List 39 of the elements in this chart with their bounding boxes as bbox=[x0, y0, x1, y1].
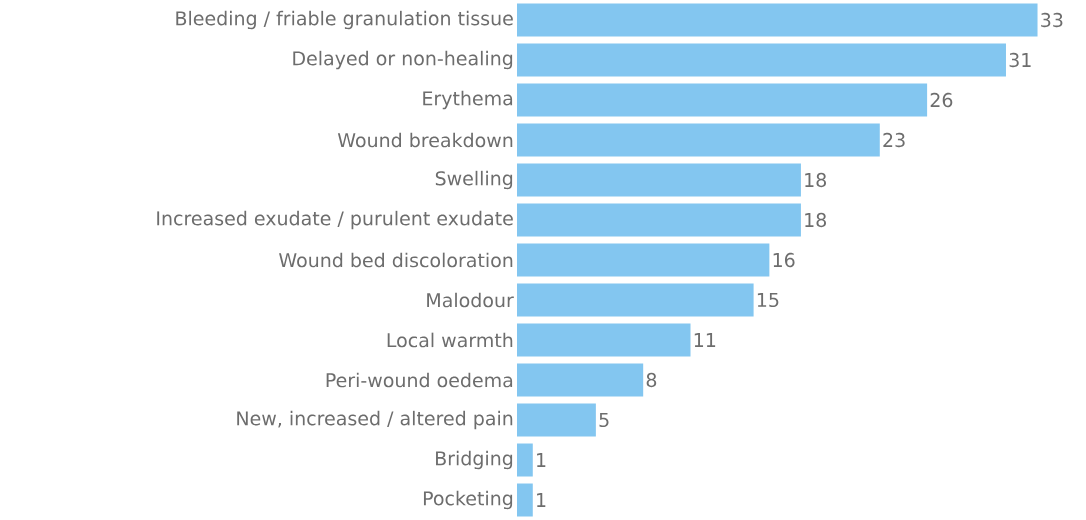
bar bbox=[517, 243, 770, 277]
bar bbox=[517, 203, 801, 237]
bar bbox=[517, 363, 644, 397]
data-label: 18 bbox=[805, 172, 826, 188]
y-tick-label: New, increased / altered pain bbox=[237, 410, 513, 430]
bar bbox=[517, 283, 754, 317]
data-label: 11 bbox=[694, 333, 716, 347]
y-tick-label: Wound bed discoloration bbox=[279, 252, 513, 268]
y-tick-label: Wound breakdown bbox=[337, 132, 513, 148]
y-tick-label: Bridging bbox=[436, 450, 513, 470]
bar bbox=[517, 403, 596, 437]
y-tick-label: Bleeding / friable granulation tissue bbox=[176, 10, 513, 30]
bar bbox=[517, 163, 801, 197]
y-tick-label: Swelling bbox=[435, 170, 513, 190]
data-label: 1 bbox=[537, 493, 546, 507]
data-label: 1 bbox=[537, 453, 546, 467]
data-label: 26 bbox=[930, 92, 953, 108]
data-label: 15 bbox=[757, 292, 779, 308]
data-label: 18 bbox=[805, 212, 826, 228]
y-tick-label: Local warmth bbox=[387, 332, 513, 348]
bar bbox=[517, 3, 1038, 37]
y-tick-label: Malodour bbox=[427, 292, 514, 308]
data-label: 31 bbox=[1009, 52, 1031, 68]
bar bbox=[517, 43, 1006, 77]
data-label: 8 bbox=[646, 372, 657, 388]
y-tick-label: Increased exudate / purulent exudate bbox=[157, 210, 513, 230]
data-label: 23 bbox=[883, 132, 905, 148]
bar bbox=[517, 83, 928, 117]
y-tick-label: Peri-wound oedema bbox=[326, 372, 513, 388]
data-label: 5 bbox=[599, 412, 609, 428]
bar bbox=[517, 123, 880, 157]
data-label: 33 bbox=[1041, 12, 1063, 28]
bar bbox=[517, 483, 533, 517]
y-tick-label: Delayed or non-healing bbox=[293, 50, 513, 70]
y-tick-label: Erythema bbox=[423, 90, 513, 110]
bar bbox=[517, 323, 691, 357]
y-tick-label: Pocketing bbox=[423, 490, 513, 510]
data-label: 16 bbox=[773, 252, 795, 268]
bar bbox=[517, 443, 533, 477]
